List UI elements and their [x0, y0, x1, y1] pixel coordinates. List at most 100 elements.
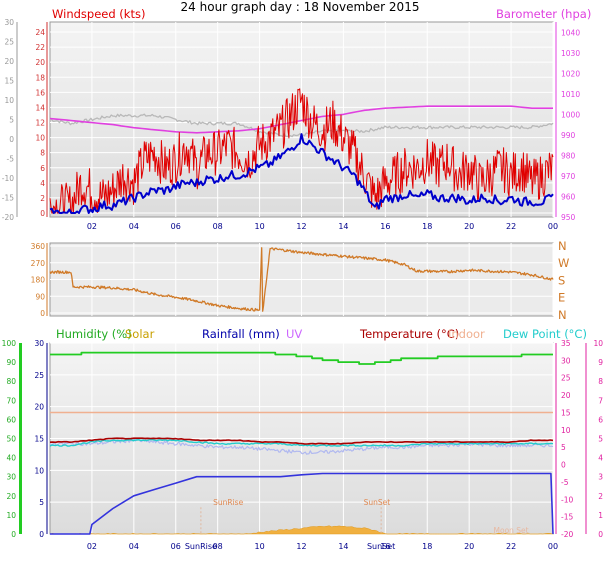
wind-x-tick-label: 04 — [129, 222, 139, 231]
multi-legend-label: Indoor — [448, 327, 485, 341]
wind-left-tick-label: 6 — [40, 164, 45, 173]
wind-right-tick-label: 1000 — [561, 110, 580, 119]
temperature-tick-label: 15 — [561, 408, 571, 417]
wind-left-tick-label: 4 — [40, 179, 45, 188]
chart-title: 24 hour graph day : 18 November 2015 — [181, 0, 420, 14]
wind-left-tick-label: 14 — [35, 103, 45, 112]
multi-x-tick-label: SunSet — [367, 542, 395, 551]
wind-direction-series — [49, 247, 554, 312]
rainfall-tick-label: 25 — [34, 371, 44, 380]
temperature-series — [49, 437, 554, 445]
wind-outer-tick-label: 5 — [9, 116, 14, 125]
wind-left-tick-label: 22 — [35, 43, 45, 52]
wind-left-tick-label: 8 — [40, 149, 45, 158]
humidity-tick-label: 90 — [6, 358, 16, 367]
wind-x-tick-label: 18 — [422, 222, 432, 231]
uv-tick-label: 3 — [598, 473, 603, 482]
wind-x-tick-label: 06 — [171, 222, 181, 231]
humidity-tick-label: 0 — [11, 530, 16, 539]
humidity-tick-label: 20 — [6, 492, 16, 501]
wind-outer-tick-label: 20 — [4, 57, 14, 66]
uv-tick-label: 5 — [598, 435, 603, 444]
wind-right-tick-label: 1010 — [561, 90, 580, 99]
wind-outer-tick-label: -15 — [2, 194, 14, 203]
dewpoint-series — [49, 438, 554, 447]
wind-outer-tick-label: -10 — [2, 174, 14, 183]
direction-left-tick-label: 0 — [40, 309, 45, 318]
multi-legend-label: Dew Point (°C) — [503, 327, 587, 341]
wind-right-tick-label: 980 — [561, 151, 576, 160]
direction-compass-label: W — [558, 256, 569, 270]
wind-outer-tick-label: 10 — [4, 96, 14, 105]
wind-x-tick-label: 22 — [506, 222, 516, 231]
wind-x-tick-label: 10 — [254, 222, 264, 231]
wind-x-tick-label: 12 — [296, 222, 306, 231]
temperature-tick-label: 30 — [561, 356, 571, 365]
rainfall-series — [50, 472, 554, 535]
humidity-tick-label: 100 — [2, 339, 17, 348]
wind-outer-tick-label: 25 — [4, 38, 14, 47]
uv-tick-label: 7 — [598, 396, 603, 405]
rainfall-tick-label: 15 — [34, 435, 44, 444]
wind-x-axis: 02 04 06 08 10 12 14 16 18 20 22 00 — [87, 222, 558, 231]
wind-outer-tick-label: 15 — [4, 77, 14, 86]
uv-tick-label: 4 — [598, 454, 603, 463]
wind-right-tick-label: 970 — [561, 172, 576, 181]
multi-x-tick-label: 16 — [380, 542, 390, 551]
annotation-label: SunRise — [213, 498, 243, 507]
wind-left-tick-label: 20 — [35, 58, 45, 67]
annotation-label: Moon Set — [494, 526, 529, 535]
humidity-series — [50, 351, 553, 365]
multi-panel: Humidity (%)Solar Rainfall (mm) UV Temperat… — [2, 327, 604, 551]
wind-grid — [50, 22, 554, 217]
wind-legend-right: Barometer (hpa) — [496, 7, 591, 21]
wind-outer-tick-label: -5 — [7, 155, 15, 164]
multi-x-tick-label: SunRise — [185, 542, 217, 551]
solar-area — [49, 525, 554, 535]
uv-tick-label: 2 — [598, 492, 603, 501]
uv-tick-label: 1 — [598, 511, 603, 520]
humidity-tick-label: 80 — [6, 377, 16, 386]
wind-x-tick-label: 16 — [380, 222, 390, 231]
wind-x-tick-label: 14 — [338, 222, 348, 231]
humidity-tick-label: 70 — [6, 396, 16, 405]
direction-left-tick-label: 180 — [31, 276, 46, 285]
multi-inner-left-axis: 30 25 20 15 10 5 0 — [34, 339, 48, 539]
windspeed-series — [49, 88, 554, 214]
humidity-tick-label: 60 — [6, 415, 16, 424]
direction-series-group — [49, 247, 554, 312]
wind-left-tick-label: 0 — [40, 209, 45, 218]
wind-panel: Windspeed (kts) Barometer (hpa) 24222018… — [2, 7, 592, 231]
temperature-tick-label: -5 — [561, 478, 569, 487]
temperature-tick-label: 10 — [561, 426, 571, 435]
wind-right-axis: 1040 1030 1020 1010 1000 990 980 970 960 950 — [555, 22, 580, 222]
wind-series-group — [49, 88, 554, 214]
humidity-axis-bar — [19, 343, 22, 534]
direction-left-tick-label: 360 — [31, 242, 46, 251]
uv-tick-label: 6 — [598, 415, 603, 424]
uv-series — [49, 437, 554, 455]
multi-x-tick-label: 02 — [87, 542, 97, 551]
wind-right-tick-label: 1020 — [561, 69, 580, 78]
wind-x-tick-label: 20 — [464, 222, 474, 231]
wind-outer-tick-label: 30 — [4, 18, 14, 27]
multi-legend-label: Humidity (%) — [56, 327, 132, 341]
uv-tick-label: 0 — [598, 530, 603, 539]
windavg-series — [49, 133, 554, 214]
rainfall-tick-label: 30 — [34, 339, 44, 348]
temperature-tick-label: 20 — [561, 391, 571, 400]
wind-right-tick-label: 960 — [561, 192, 576, 201]
multi-x-tick-label: 08 — [213, 542, 223, 551]
wind-left-tick-label: 18 — [35, 73, 45, 82]
temperature-tick-label: 5 — [561, 443, 566, 452]
multi-x-tick-label: 06 — [171, 542, 181, 551]
rainfall-tick-label: 20 — [34, 403, 44, 412]
wind-right-tick-label: 1030 — [561, 49, 580, 58]
direction-compass-label: E — [558, 291, 565, 305]
rainfall-tick-label: 5 — [39, 498, 44, 507]
rainfall-tick-label: 0 — [39, 530, 44, 539]
multi-series-group — [49, 351, 554, 535]
